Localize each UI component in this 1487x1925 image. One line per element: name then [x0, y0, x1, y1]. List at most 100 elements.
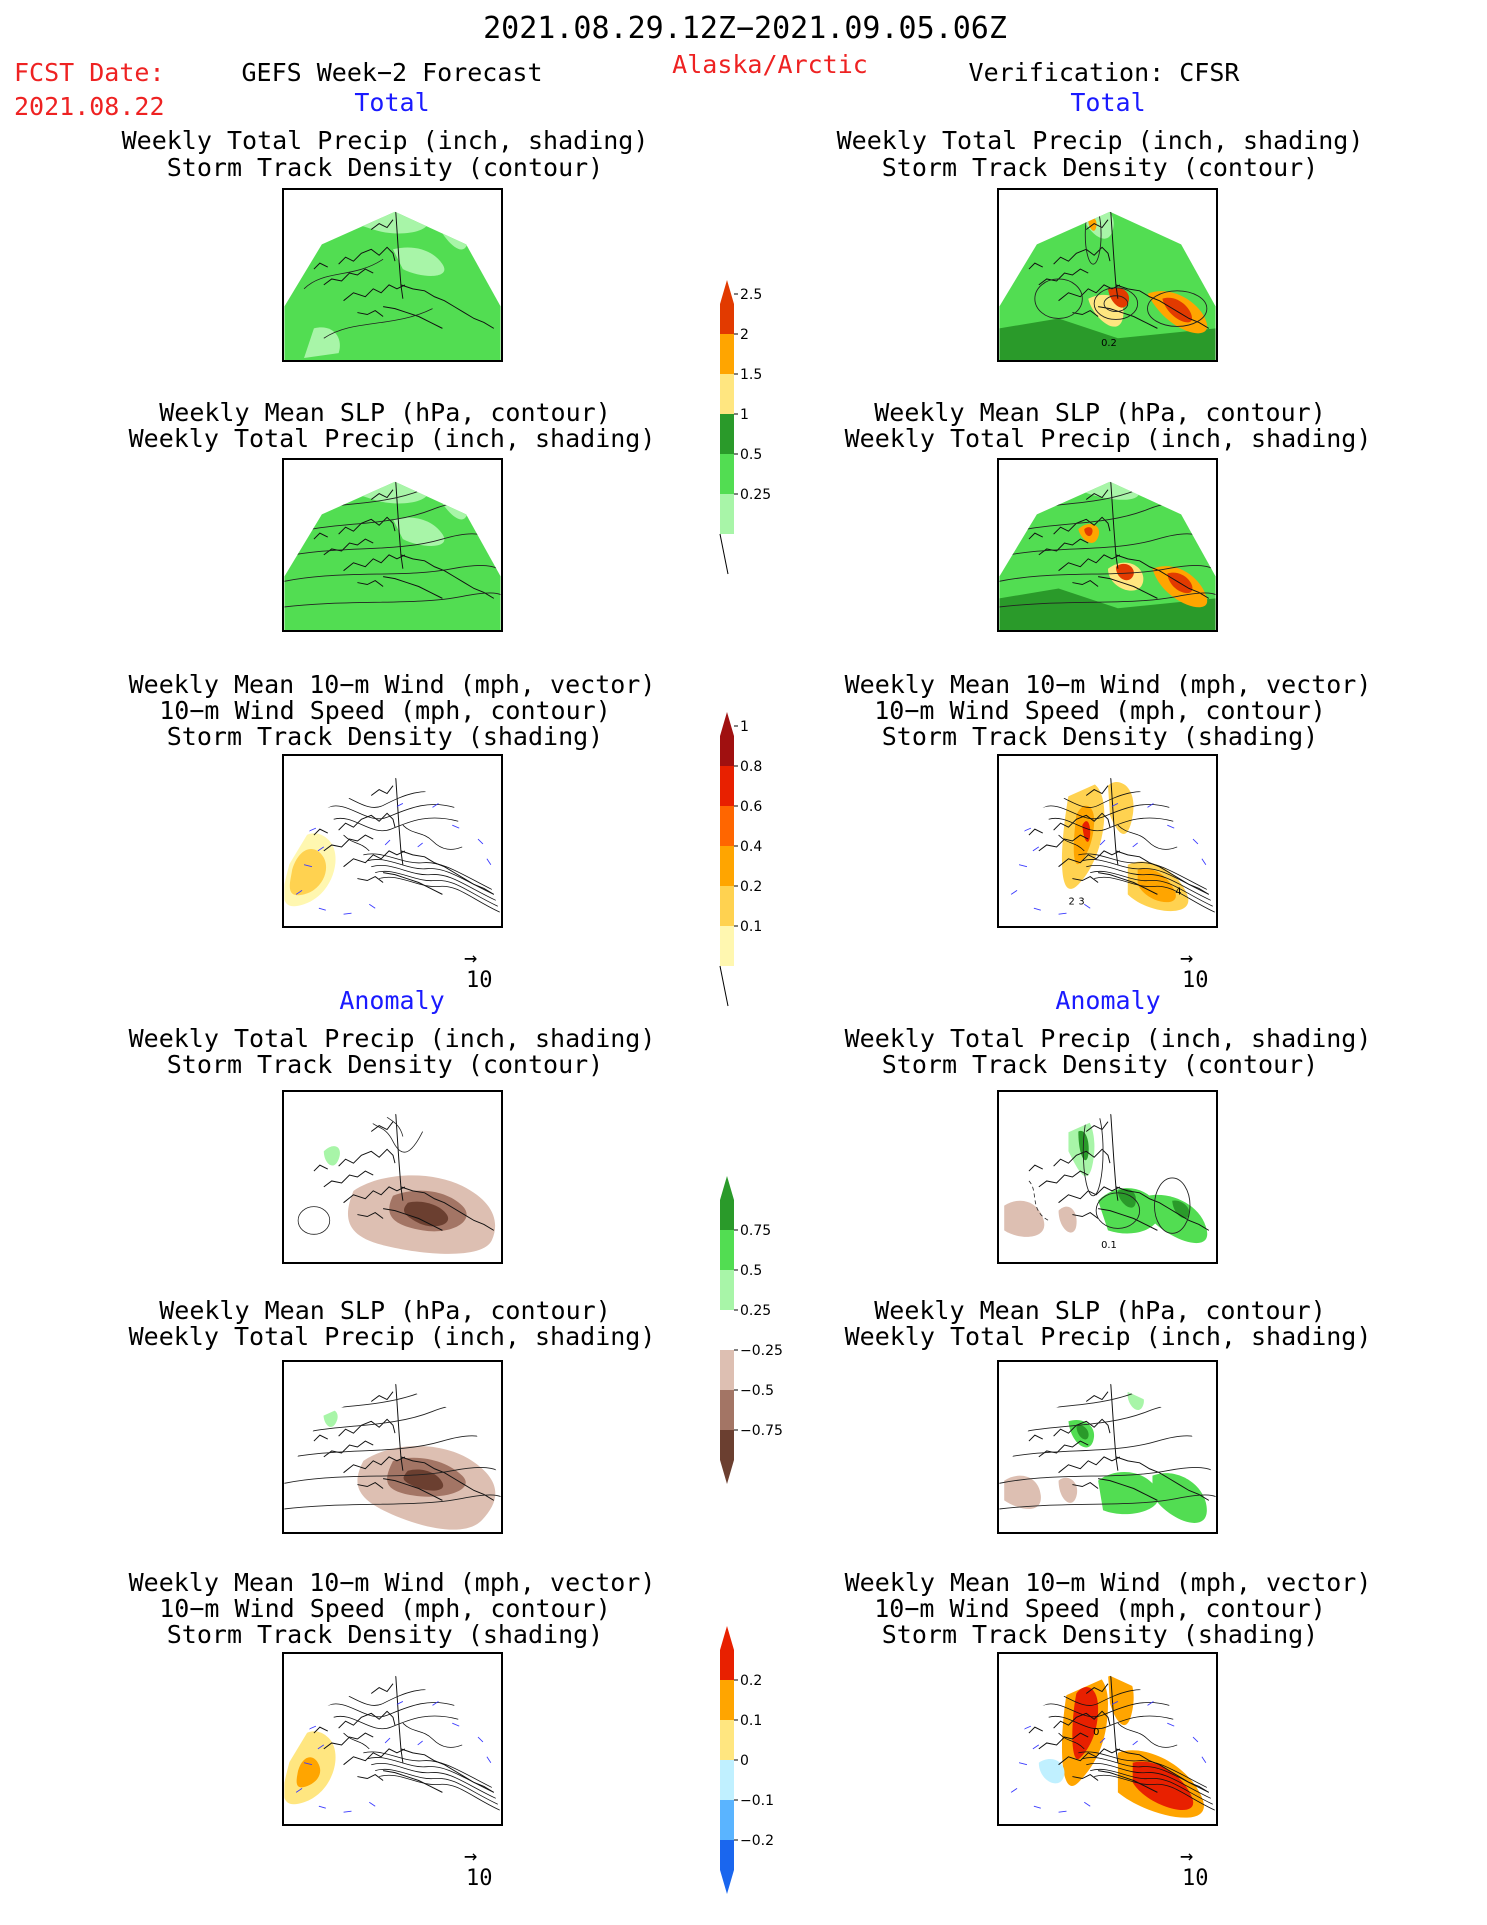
colorbar-label: −0.75	[740, 1423, 783, 1439]
colorbar-label: −0.25	[740, 1343, 783, 1359]
title-r2-left-line1: Weekly Mean SLP (hPa, contour)	[159, 398, 611, 427]
colorbar-label: 0.25	[740, 1303, 771, 1319]
title-r6-right-line1: Weekly Mean 10−m Wind (mph, vector)	[844, 1568, 1372, 1597]
colorbar-anom-storm: −0.2 −0.1 0 0.1 0.2	[716, 1614, 776, 1894]
vector-ref-arrow-r6-left: →	[464, 1844, 478, 1869]
title-r1-right-line1: Weekly Total Precip (inch, shading)	[836, 126, 1364, 155]
title-r5-left-line2: Weekly Total Precip (inch, shading)	[128, 1322, 656, 1351]
verification-title: Verification: CFSR	[968, 58, 1240, 87]
colorbar-label: 2.5	[740, 287, 762, 303]
title-r4-left-line1: Weekly Total Precip (inch, shading)	[128, 1024, 656, 1053]
title-r6-left-line1: Weekly Mean 10−m Wind (mph, vector)	[128, 1568, 656, 1597]
map-label-2: 2	[1068, 896, 1074, 907]
colorbar-label: 0.8	[740, 759, 762, 775]
colorbar-bin	[720, 1390, 734, 1430]
colorbar-bin	[720, 1310, 734, 1350]
map-anom-precip-storm-verification: 0.1	[997, 1090, 1218, 1264]
colorbar-bin	[720, 886, 734, 926]
colorbar-label: 0.1	[740, 1713, 762, 1729]
title-r5-right-line2: Weekly Total Precip (inch, shading)	[844, 1322, 1372, 1351]
colorbar-bin	[720, 1176, 734, 1230]
title-r5-right-line1: Weekly Mean SLP (hPa, contour)	[874, 1296, 1326, 1325]
vector-ref-value-r3-right: 10	[1182, 968, 1209, 993]
colorbar-bin	[720, 766, 734, 806]
title-r2-left-line2: Weekly Total Precip (inch, shading)	[128, 424, 656, 453]
colorbar-bin	[720, 1840, 734, 1894]
colorbar-label: 0.5	[740, 1263, 762, 1279]
colorbar-label: −0.5	[740, 1383, 774, 1399]
map-anom-slp-precip-forecast	[282, 1360, 503, 1534]
title-r2-right-line1: Weekly Mean SLP (hPa, contour)	[874, 398, 1326, 427]
title-r4-right-line2: Storm Track Density (contour)	[881, 1050, 1319, 1079]
fcst-date: 2021.08.22	[14, 92, 165, 121]
colorbar-label: 0.5	[740, 447, 762, 463]
fcst-label: FCST Date:	[14, 58, 165, 87]
colorbar-bin	[720, 1430, 734, 1484]
colorbar-label: −0.2	[740, 1833, 774, 1849]
map-total-wind-storm-forecast	[282, 754, 503, 928]
title-r4-left-line2: Storm Track Density (contour)	[166, 1050, 604, 1079]
colorbar-label: 1	[740, 719, 749, 735]
map-label-0-2: 0.2	[1101, 338, 1117, 349]
map-total-slp-precip-forecast	[282, 458, 503, 632]
vector-ref-value-r3-left: 10	[466, 968, 493, 993]
title-r3-left-line1: Weekly Mean 10−m Wind (mph, vector)	[128, 670, 656, 699]
period-title: 2021.08.29.12Z−2021.09.05.06Z	[483, 11, 1007, 46]
colorbar-bin	[720, 374, 734, 414]
vector-ref-arrow-r3-left: →	[464, 946, 478, 971]
colorbar-bin	[720, 280, 734, 334]
colorbar-bin	[720, 846, 734, 886]
vector-ref-value-r6-right: 10	[1182, 1866, 1209, 1891]
title-r3-right-line3: Storm Track Density (shading)	[881, 722, 1319, 751]
colorbar-tail	[719, 533, 729, 575]
colorbar-tail	[719, 965, 729, 1007]
title-r3-left-line3: Storm Track Density (shading)	[166, 722, 604, 751]
title-r6-right-line2: 10−m Wind Speed (mph, contour)	[874, 1594, 1326, 1623]
colorbar-total-storm: 0.1 0.2 0.4 0.6 0.8 1	[716, 700, 776, 1007]
colorbar-bin	[720, 1270, 734, 1310]
colorbar-label: 0.25	[740, 487, 771, 503]
title-r3-right-line2: 10−m Wind Speed (mph, contour)	[874, 696, 1326, 725]
title-r6-left-line3: Storm Track Density (shading)	[166, 1620, 604, 1649]
section-anomaly-right: Anomaly	[1055, 986, 1161, 1015]
vector-ref-arrow-r3-right: →	[1180, 946, 1194, 971]
title-r1-left-line2: Storm Track Density (contour)	[166, 153, 604, 182]
map-total-wind-storm-verification: 2 3 4	[997, 754, 1218, 928]
map-anom-wind-storm-verification: 0	[997, 1652, 1218, 1826]
map-label-4: 4	[1175, 886, 1181, 897]
map-total-precip-storm-verification: 0.2	[997, 188, 1218, 362]
colorbar-bin	[720, 1626, 734, 1680]
colorbar-anom-precip: −0.75 −0.5 −0.25 0.25 0.5 0.75	[716, 1164, 783, 1484]
colorbar-bin	[720, 926, 734, 966]
colorbar-label: −0.1	[740, 1793, 774, 1809]
colorbar-bin	[720, 806, 734, 846]
colorbar-label: 1.5	[740, 367, 762, 383]
section-total-left: Total	[354, 88, 430, 117]
colorbar-label: 0.4	[740, 839, 762, 855]
map-label-3: 3	[1078, 896, 1084, 907]
title-r6-left-line2: 10−m Wind Speed (mph, contour)	[159, 1594, 611, 1623]
colorbar-bin	[720, 1760, 734, 1800]
colorbar-label: 0.2	[740, 1673, 762, 1689]
section-anomaly-left: Anomaly	[339, 986, 445, 1015]
map-anom-wind-storm-forecast	[282, 1652, 503, 1826]
title-r2-right-line2: Weekly Total Precip (inch, shading)	[844, 424, 1372, 453]
colorbar-label: 0.6	[740, 799, 762, 815]
section-total-right: Total	[1070, 88, 1146, 117]
colorbar-bin	[720, 712, 734, 766]
model-title: GEFS Week−2 Forecast	[241, 58, 543, 87]
colorbar-label: 0.75	[740, 1223, 771, 1239]
title-r1-left-line1: Weekly Total Precip (inch, shading)	[121, 126, 649, 155]
map-label-0: 0	[1093, 1727, 1099, 1738]
map-label-0-1: 0.1	[1101, 1240, 1117, 1251]
colorbar-label: 0.2	[740, 879, 762, 895]
region-title: Alaska/Arctic	[672, 50, 868, 79]
colorbar-bin	[720, 1350, 734, 1390]
colorbar-bin	[720, 494, 734, 534]
colorbar-bin	[720, 454, 734, 494]
colorbar-label: 0	[740, 1753, 749, 1769]
colorbar-bin	[720, 1720, 734, 1760]
title-r5-left-line1: Weekly Mean SLP (hPa, contour)	[159, 1296, 611, 1325]
colorbar-label: 2	[740, 327, 749, 343]
colorbar-total-precip: 0.25 0.5 1 1.5 2 2.5	[716, 268, 776, 575]
